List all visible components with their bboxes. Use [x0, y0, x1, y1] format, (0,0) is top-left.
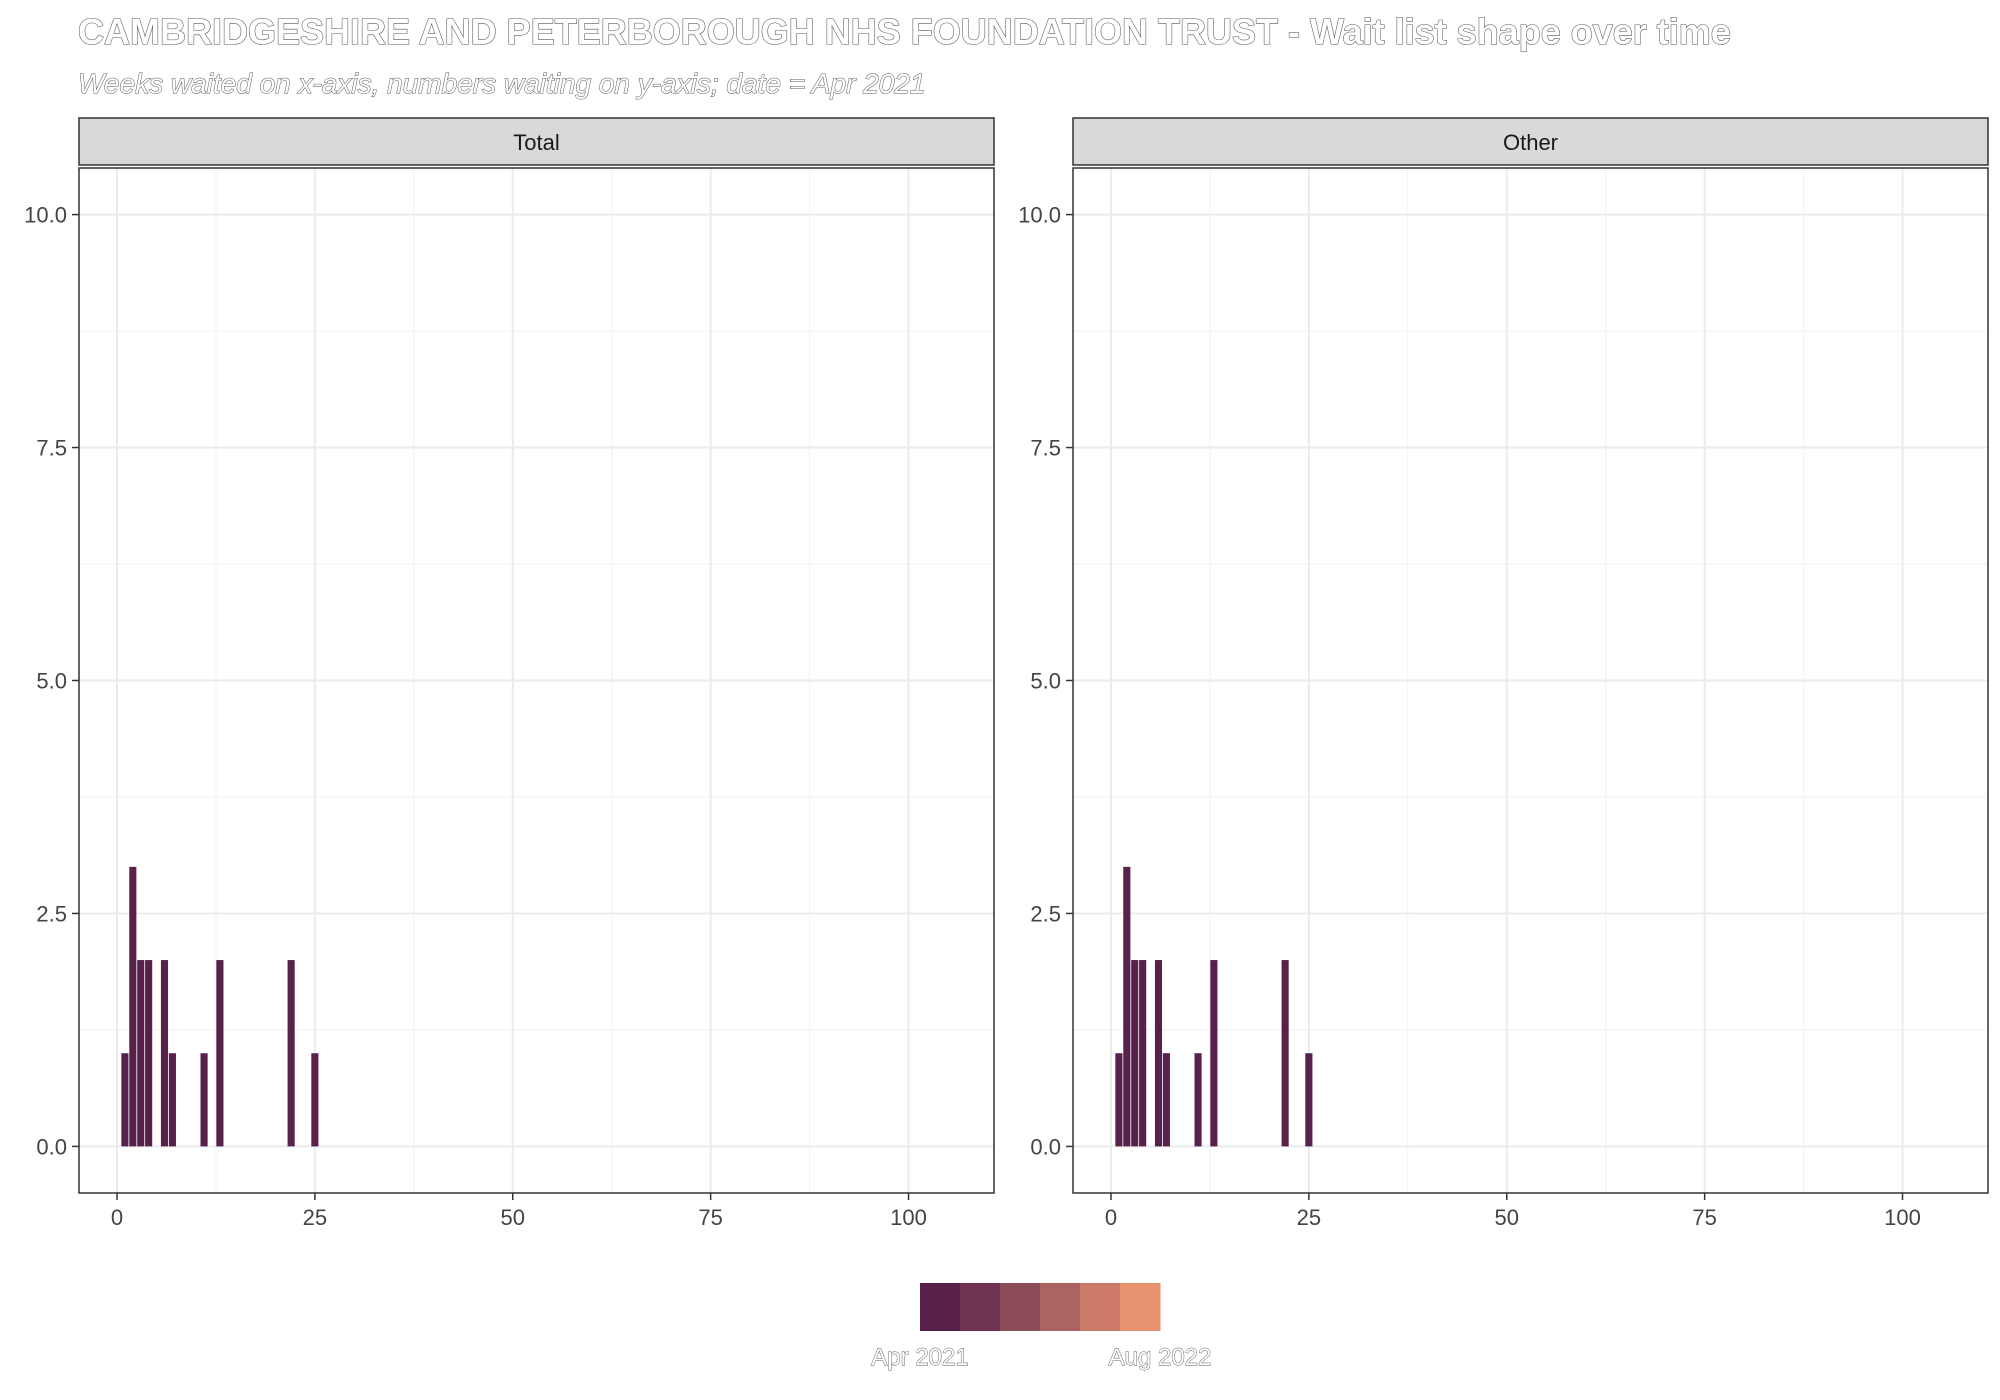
facet-strip-label: Total: [513, 130, 559, 155]
bar: [1154, 960, 1163, 1147]
legend-swatch: [920, 1283, 961, 1331]
y-tick-label: 5.0: [1030, 669, 1061, 694]
bar: [1115, 1053, 1123, 1147]
facet-strip-label: Other: [1503, 130, 1558, 155]
bar: [216, 960, 224, 1147]
x-tick-label: 100: [1884, 1205, 1921, 1230]
y-tick-label: 0.0: [1030, 1134, 1061, 1159]
legend-start-label: Apr 2021: [871, 1344, 968, 1371]
chart-title: CAMBRIDGESHIRE AND PETERBOROUGH NHS FOUN…: [78, 11, 1731, 52]
bar: [145, 960, 153, 1147]
bar: [137, 960, 145, 1147]
x-tick-label: 50: [501, 1205, 525, 1230]
bar: [168, 1053, 176, 1147]
bar: [129, 866, 137, 1147]
bar: [287, 960, 295, 1147]
bar: [1162, 1053, 1170, 1147]
bar: [1139, 960, 1147, 1147]
bar: [1281, 960, 1289, 1147]
y-tick-label: 2.5: [36, 901, 67, 926]
legend-swatch: [1040, 1283, 1081, 1331]
legend-swatch: [1120, 1283, 1161, 1331]
y-tick-label: 5.0: [36, 669, 67, 694]
facet-strip: [1072, 117, 1989, 166]
bar: [160, 960, 169, 1147]
facet-strip: [78, 117, 995, 166]
bar: [200, 1053, 208, 1147]
x-tick-label: 50: [1495, 1205, 1519, 1230]
y-tick-label: 0.0: [36, 1134, 67, 1159]
x-tick-label: 75: [1692, 1205, 1716, 1230]
legend-swatch: [960, 1283, 1001, 1331]
y-tick-label: 10.0: [1018, 203, 1061, 228]
bar: [1123, 866, 1131, 1147]
legend-color-bar: [920, 1283, 1161, 1331]
color-legend: Apr 2021 Aug 2022: [871, 1283, 1212, 1371]
y-tick-label: 7.5: [1030, 436, 1061, 461]
x-tick-label: 0: [1105, 1205, 1117, 1230]
chart-subtitle: Weeks waited on x-axis, numbers waiting …: [78, 68, 925, 99]
legend-swatch: [1080, 1283, 1121, 1331]
bar: [1131, 960, 1139, 1147]
y-tick-label: 10.0: [24, 203, 67, 228]
panel-total: Total 0.0 2.5 5.0 7.5 10.0 0 25 50 75 100: [24, 117, 995, 1230]
bar: [1210, 960, 1218, 1147]
facet-panels: Total 0.0 2.5 5.0 7.5 10.0 0 25 50 75 100 Other 0.0 2…: [24, 117, 1989, 1230]
x-tick-label: 100: [890, 1205, 927, 1230]
bar: [1194, 1053, 1202, 1147]
y-tick-label: 2.5: [1030, 901, 1061, 926]
x-tick-label: 25: [1297, 1205, 1321, 1230]
bar: [121, 1053, 129, 1147]
bar: [1305, 1053, 1313, 1147]
y-tick-label: 7.5: [36, 436, 67, 461]
legend-swatch: [1000, 1283, 1041, 1331]
x-tick-label: 75: [698, 1205, 722, 1230]
panel-other: Other 0.0 2.5 5.0 7.5 10.0 0 25 50 75 100: [1018, 117, 1989, 1230]
bar: [311, 1053, 319, 1147]
x-tick-label: 25: [303, 1205, 327, 1230]
x-tick-label: 0: [111, 1205, 123, 1230]
legend-end-label: Aug 2022: [1109, 1344, 1212, 1371]
